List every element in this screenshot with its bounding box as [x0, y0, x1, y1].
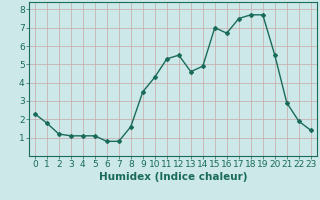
X-axis label: Humidex (Indice chaleur): Humidex (Indice chaleur) — [99, 172, 247, 182]
